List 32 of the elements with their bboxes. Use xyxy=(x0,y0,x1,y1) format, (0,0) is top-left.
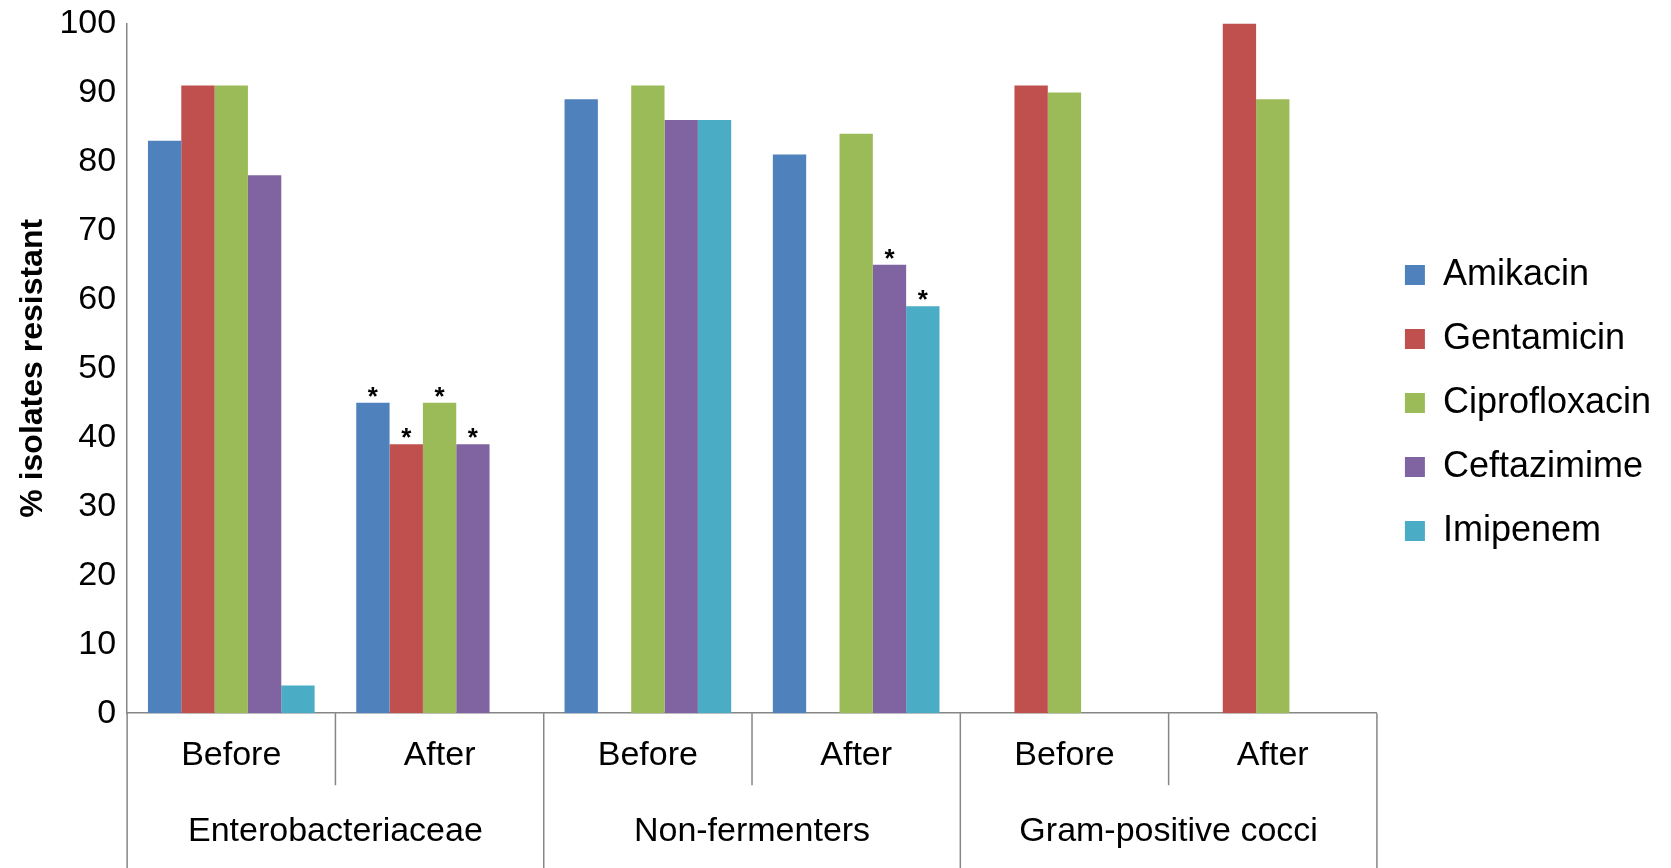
text: Non-fermenters xyxy=(633,809,871,848)
y-tick-label: 40 xyxy=(78,415,117,454)
x-tick-label: Before xyxy=(1014,733,1115,772)
legend-label: Amikacin xyxy=(1442,251,1589,293)
y-tick-label: 30 xyxy=(78,484,117,523)
legend-label: Ceftazimime xyxy=(1442,443,1643,485)
legend-label: Imipenem xyxy=(1442,507,1601,549)
legend-label: Gentamicin xyxy=(1442,315,1625,357)
y-tick-label: 0 xyxy=(97,691,117,730)
y-axis-title: % isolates resistant xyxy=(13,218,50,518)
y-tick-label: 20 xyxy=(78,553,117,592)
y-tick-label: 60 xyxy=(78,277,117,316)
data-label: * xyxy=(401,422,413,453)
y-tick-label: 70 xyxy=(78,208,117,247)
x-tick-label: After xyxy=(1236,733,1309,772)
text: Enterobacteriaceae xyxy=(187,809,483,848)
data-label: * xyxy=(917,284,929,315)
y-tick-label: 50 xyxy=(78,346,117,385)
x-tick-label: Before xyxy=(597,733,698,772)
y-tick-label: 90 xyxy=(78,70,117,109)
data-label: * xyxy=(467,422,479,453)
y-tick-label: 100 xyxy=(59,1,117,40)
legend-label: Ciprofloxacin xyxy=(1442,379,1651,421)
x-tick-label: After xyxy=(820,733,893,772)
x-tick-label: After xyxy=(403,733,476,772)
text: Gram-positive cocci xyxy=(1019,809,1318,848)
y-tick-label: 10 xyxy=(78,622,117,661)
data-label: * xyxy=(884,243,896,273)
x-tick-label: Before xyxy=(181,733,282,772)
y-tick-label: 80 xyxy=(78,139,117,178)
data-label: * xyxy=(434,380,446,411)
data-label: * xyxy=(367,380,379,411)
